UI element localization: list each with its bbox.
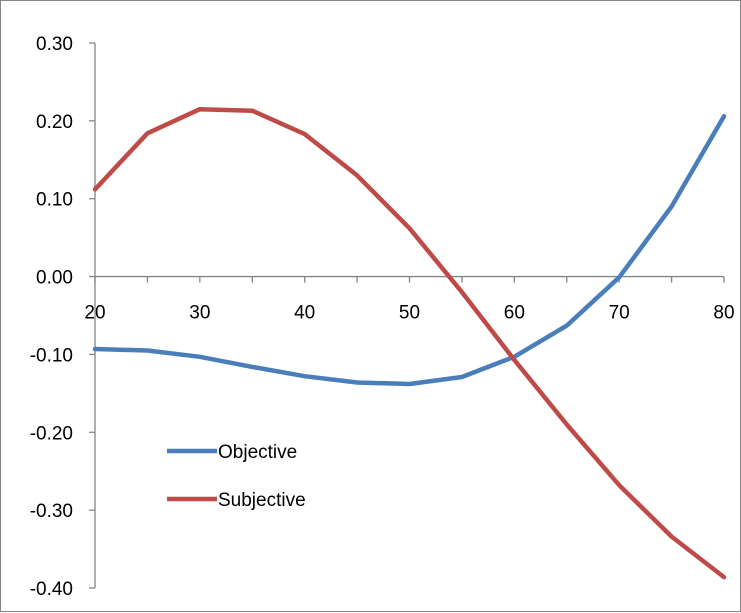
y-tick-label: -0.30 bbox=[30, 501, 73, 522]
legend: Objective Subjective bbox=[167, 442, 306, 511]
x-tick-label: 80 bbox=[713, 303, 734, 324]
axes: 0.30 0.20 0.10 0.00 -0.10 -0.20 -0.30 -0.40 20 30… bbox=[30, 34, 735, 600]
series-layer bbox=[92, 106, 727, 580]
y-tick-label: 0.20 bbox=[36, 112, 73, 133]
x-tick-label: 30 bbox=[189, 303, 210, 324]
series-line-subjective bbox=[92, 106, 727, 580]
y-tick-label: -0.40 bbox=[30, 579, 73, 600]
y-tick-label: -0.20 bbox=[30, 423, 73, 444]
x-tick-label: 50 bbox=[399, 303, 420, 324]
x-tick-label: 20 bbox=[84, 303, 105, 324]
series-line-objective bbox=[92, 113, 727, 387]
x-tick-label: 60 bbox=[504, 303, 525, 324]
legend-label-objective: Objective bbox=[218, 442, 297, 463]
y-tick-label: 0.00 bbox=[36, 268, 73, 289]
x-tick-label: 40 bbox=[294, 303, 315, 324]
y-tick-label: -0.10 bbox=[30, 345, 73, 366]
y-tick-label: 0.30 bbox=[36, 34, 73, 55]
legend-label-subjective: Subjective bbox=[218, 490, 306, 511]
x-tick-label: 70 bbox=[609, 303, 630, 324]
y-tick-label: 0.10 bbox=[36, 190, 73, 211]
